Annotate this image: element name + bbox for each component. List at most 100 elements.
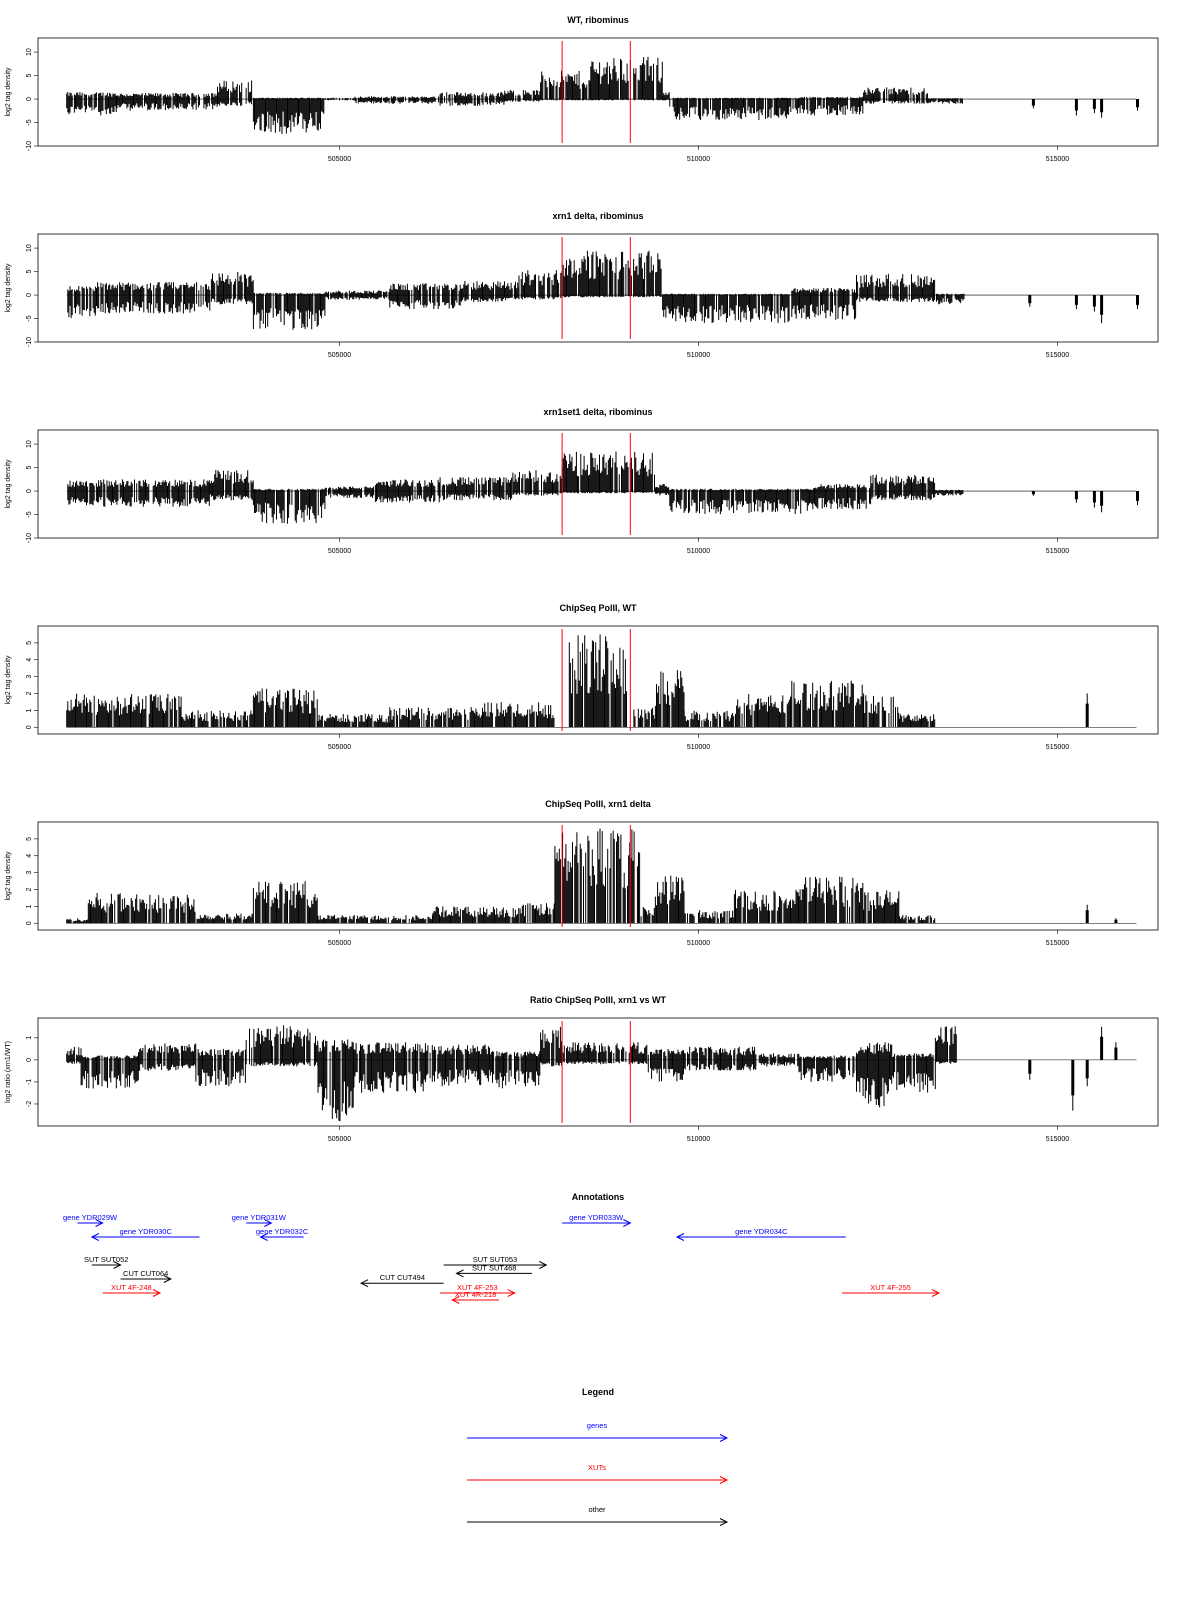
signal-bars	[66, 828, 1118, 924]
y-tick-label: 3	[26, 675, 33, 679]
annotation-label: CUT CUT064	[123, 1269, 168, 1278]
panel-title: ChipSeq PolII, xrn1 delta	[545, 799, 652, 809]
annotation-label: gene YDR030C	[119, 1227, 172, 1236]
legend-items: genes XUTs other	[467, 1421, 729, 1526]
y-tick-label: 0	[26, 97, 33, 101]
plot-frame	[37, 429, 1159, 539]
y-tick-label: 0	[26, 1058, 33, 1062]
plot-frame	[37, 821, 1159, 931]
y-tick-label: -1	[26, 1079, 33, 1085]
annotation-arrow: gene YDR029W	[63, 1213, 118, 1227]
plot-frame	[37, 625, 1159, 735]
x-tick-label: 515000	[1046, 744, 1069, 751]
signal-bars	[66, 56, 1139, 134]
annotation-label: XUT 4R-218	[455, 1290, 497, 1299]
y-tick-label: 5	[26, 466, 33, 470]
signal-mark	[66, 634, 1089, 728]
y-tick-label: 3	[26, 871, 33, 875]
annotation-arrow: SUT SUT052	[84, 1255, 128, 1269]
y-axis-label: log2 tag density	[5, 459, 12, 509]
y-tick-label: -5	[26, 511, 33, 517]
x-tick-label: 515000	[1046, 1136, 1069, 1143]
y-tick-label: 5	[26, 270, 33, 274]
annotation-arrow: XUT 4F-255	[842, 1283, 941, 1297]
y-tick-label: -5	[26, 315, 33, 321]
panel-title: ChipSeq PolII, WT	[560, 603, 637, 613]
annotation-label: XUT 4F-253	[457, 1283, 498, 1292]
legend-panel: Legend genes XUTs other	[467, 1387, 729, 1526]
annotations-title: Annotations	[572, 1192, 625, 1202]
y-axis-label: log2 ratio (xrn1/WT)	[5, 1041, 12, 1103]
y-tick-label: 2	[26, 691, 33, 695]
signal-mark	[67, 250, 1139, 330]
panel-title: xrn1set1 delta, ribominus	[543, 407, 652, 417]
y-tick-label: 1	[26, 1036, 33, 1040]
y-tick-label: 0	[26, 293, 33, 297]
y-tick-label: 0	[26, 725, 33, 729]
x-tick-label: 515000	[1046, 548, 1069, 555]
x-tick-label: 510000	[687, 940, 710, 947]
track-panel: xrn1 delta, ribominus log2 tag density 10 5…	[5, 211, 1159, 359]
signal-mark	[66, 1025, 1118, 1122]
annotation-arrow: CUT CUT064	[120, 1269, 172, 1283]
y-tick-label: 5	[26, 641, 33, 645]
annotation-label: gene YDR029W	[63, 1213, 118, 1222]
legend-entry: other	[467, 1505, 729, 1526]
panel-title: Ratio ChipSeq PolII, xrn1 vs WT	[530, 995, 667, 1005]
x-tick-label: 510000	[687, 548, 710, 555]
y-tick-label: 1	[26, 708, 33, 712]
signal-bars	[66, 1025, 1118, 1122]
panel-title: xrn1 delta, ribominus	[552, 211, 643, 221]
track-panel: WT, ribominus log2 tag density 10 5 0 -5 -10 50…	[5, 15, 1159, 163]
panel-title: WT, ribominus	[567, 15, 629, 25]
track-panel: Ratio ChipSeq PolII, xrn1 vs WT log2 rati…	[5, 995, 1159, 1143]
signal-mark	[67, 451, 1139, 524]
annotation-arrow: gene YDR033W	[562, 1213, 632, 1227]
annotation-arrow: gene YDR031W	[232, 1213, 287, 1227]
track-panel: xrn1set1 delta, ribominus log2 tag densit…	[5, 407, 1159, 555]
x-tick-label: 515000	[1046, 352, 1069, 359]
y-tick-label: 4	[26, 658, 33, 662]
y-tick-label: -5	[26, 119, 33, 125]
y-tick-label: 2	[26, 887, 33, 891]
y-tick-label: 10	[26, 244, 33, 252]
annotation-arrow: SUT SUT053	[443, 1255, 548, 1269]
annotation-arrow: XUT 4F-248	[102, 1283, 162, 1297]
plot-frame	[37, 233, 1159, 343]
plot-frame	[37, 1017, 1159, 1127]
annotation-label: SUT SUT052	[84, 1255, 128, 1264]
legend-label: genes	[587, 1421, 608, 1430]
y-tick-label: 10	[26, 48, 33, 56]
y-tick-label: 1	[26, 904, 33, 908]
annotation-arrow: gene YDR030C	[90, 1227, 200, 1241]
x-tick-label: 515000	[1046, 156, 1069, 163]
y-tick-label: 4	[26, 854, 33, 858]
annotation-label: gene YDR033W	[569, 1213, 624, 1222]
annotation-label: gene YDR034C	[735, 1227, 788, 1236]
annotation-label: XUT 4F-248	[111, 1283, 152, 1292]
y-tick-label: -10	[26, 141, 33, 151]
x-tick-label: 510000	[687, 744, 710, 751]
y-tick-label: 5	[26, 74, 33, 78]
x-tick-label: 505000	[328, 352, 351, 359]
annotation-arrow: gene YDR032C	[256, 1227, 309, 1241]
annotation-arrow: gene YDR034C	[675, 1227, 846, 1241]
y-tick-label: 5	[26, 837, 33, 841]
y-tick-label: -10	[26, 533, 33, 543]
annotation-label: XUT 4F-255	[870, 1283, 911, 1292]
annotation-arrow: SUT SUT468	[455, 1263, 532, 1278]
annotation-arrow: CUT CUT494	[359, 1273, 444, 1288]
y-axis-label: log2 tag density	[5, 263, 12, 313]
legend-entry: XUTs	[467, 1463, 729, 1484]
legend-label: XUTs	[588, 1463, 606, 1472]
signal-bars	[67, 451, 1139, 524]
track-panel: ChipSeq PolII, xrn1 delta log2 tag densit…	[5, 799, 1159, 947]
plot-frame	[37, 37, 1159, 147]
signal-bars	[67, 250, 1139, 330]
y-tick-label: -10	[26, 337, 33, 347]
annotation-label: SUT SUT468	[472, 1263, 516, 1272]
y-axis-label: log2 tag density	[5, 655, 12, 705]
signal-mark	[66, 828, 1118, 924]
